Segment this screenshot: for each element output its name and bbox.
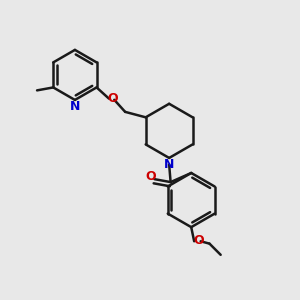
Text: O: O [145,170,156,183]
Text: N: N [70,100,80,113]
Text: N: N [164,158,174,171]
Text: O: O [107,92,118,105]
Text: O: O [194,234,205,247]
